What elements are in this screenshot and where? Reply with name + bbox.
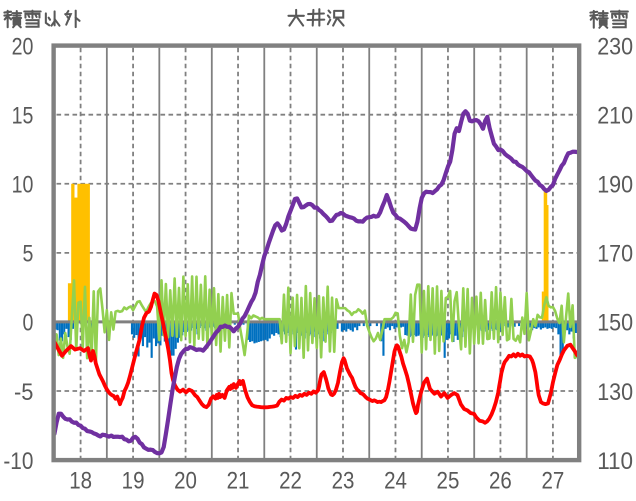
svg-text:5: 5 <box>23 241 34 268</box>
svg-text:24: 24 <box>384 468 407 495</box>
svg-text:10: 10 <box>12 172 34 199</box>
svg-text:18: 18 <box>69 468 92 495</box>
svg-text:-5: -5 <box>14 379 33 406</box>
svg-text:23: 23 <box>332 468 355 495</box>
svg-text:19: 19 <box>122 468 145 495</box>
svg-text:26: 26 <box>489 468 512 495</box>
svg-text:130: 130 <box>597 379 633 406</box>
svg-text:22: 22 <box>279 468 302 495</box>
svg-text:190: 190 <box>597 172 633 199</box>
svg-text:210: 210 <box>597 103 633 130</box>
svg-text:170: 170 <box>597 241 633 268</box>
svg-text:0: 0 <box>23 310 34 337</box>
svg-text:230: 230 <box>597 33 633 60</box>
svg-text:21: 21 <box>227 468 250 495</box>
svg-text:15: 15 <box>12 103 34 130</box>
svg-text:150: 150 <box>597 310 633 337</box>
svg-text:20: 20 <box>174 468 197 495</box>
svg-text:25: 25 <box>437 468 460 495</box>
svg-text:20: 20 <box>12 33 34 60</box>
svg-text:27: 27 <box>542 468 565 495</box>
svg-text:-10: -10 <box>3 448 33 475</box>
svg-text:110: 110 <box>597 448 633 475</box>
